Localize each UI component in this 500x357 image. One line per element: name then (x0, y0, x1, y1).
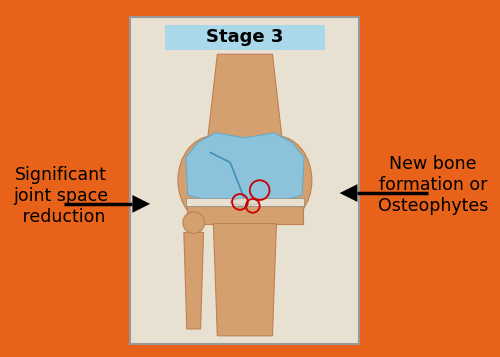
Polygon shape (208, 54, 282, 141)
Ellipse shape (178, 136, 249, 225)
Bar (130, 17, 360, 344)
Ellipse shape (241, 136, 312, 225)
Bar (187, 206, 303, 223)
Polygon shape (340, 184, 357, 202)
Text: Stage 3: Stage 3 (206, 29, 284, 46)
Polygon shape (214, 223, 276, 336)
Bar (165, 25, 325, 50)
Polygon shape (132, 195, 150, 213)
Bar (186, 198, 304, 206)
Text: New bone
formation or
Osteophytes: New bone formation or Osteophytes (378, 155, 488, 215)
Bar (214, 138, 276, 200)
Ellipse shape (183, 212, 204, 233)
Polygon shape (184, 232, 204, 329)
Ellipse shape (230, 198, 260, 205)
Text: Significant
joint space
 reduction: Significant joint space reduction (14, 166, 108, 226)
Polygon shape (186, 133, 304, 207)
